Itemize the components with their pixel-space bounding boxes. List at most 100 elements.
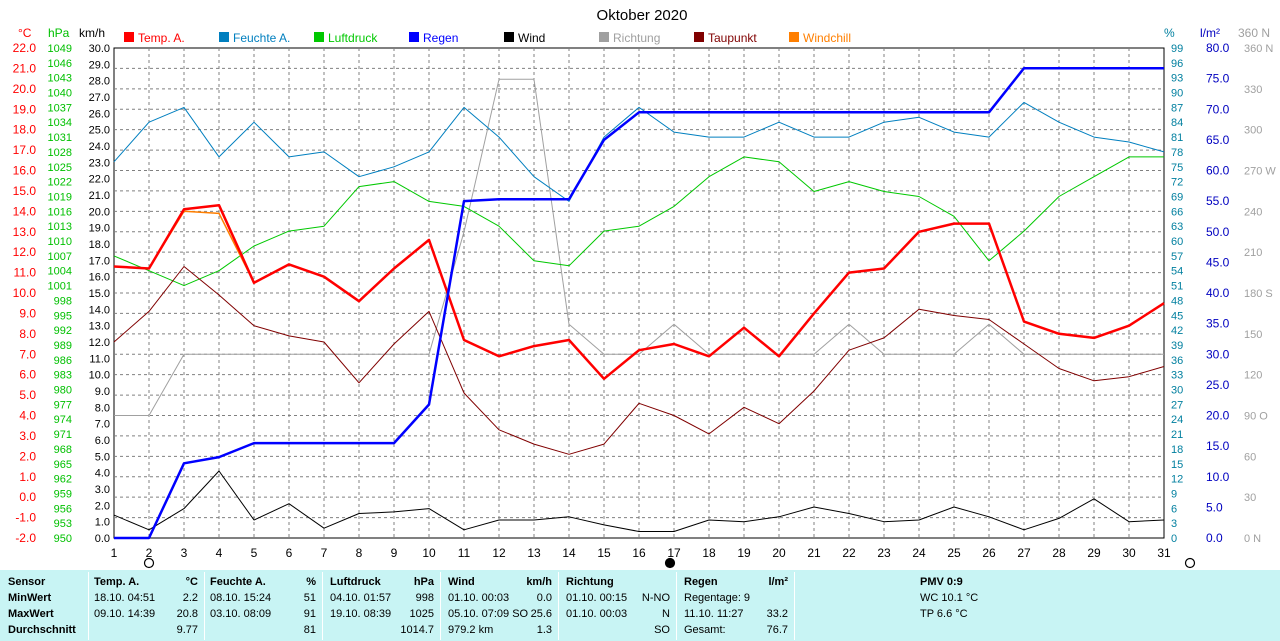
wind-tick-label: 15.0: [89, 288, 110, 300]
humidity-column: Feuchte A. % 08.10. 15:24 51 03.10. 08:0…: [210, 570, 318, 641]
humidity-tick-label: 75: [1171, 162, 1183, 174]
direction-tick-label: 0 N: [1244, 533, 1261, 545]
humidity-tick-label: 45: [1171, 310, 1183, 322]
direction-tick-label: 300: [1244, 125, 1262, 137]
temp-tick-label: 17.0: [13, 143, 37, 157]
pressure-tick-label: 1046: [48, 58, 72, 70]
direction-column: Richtung 01.10. 00:15 N-NO 01.10. 00:03 …: [566, 570, 672, 641]
rain-tick-label: 20.0: [1206, 409, 1230, 423]
avg-label: Durchschnitt: [8, 624, 76, 636]
rain-days: Regentage: 9: [684, 592, 751, 604]
pressure-tick-label: 1049: [48, 43, 72, 55]
direction-avg-value: SO: [654, 624, 670, 636]
wind-tick-label: 4.0: [95, 468, 110, 480]
wind-tick-label: 2.0: [95, 500, 110, 512]
x-tick-label: 31: [1157, 546, 1171, 560]
pressure-tick-label: 1019: [48, 191, 72, 203]
wind-tick-label: 0.0: [95, 533, 110, 545]
pressure-tick-label: 965: [54, 459, 72, 471]
humidity-tick-label: 57: [1171, 251, 1183, 263]
pressure-tick-label: 995: [54, 310, 72, 322]
humidity-tick-label: 93: [1171, 73, 1183, 85]
temp-tick-label: 22.0: [13, 41, 37, 55]
unit-label-temp: °C: [18, 26, 32, 40]
direction-min-value: N-NO: [641, 592, 670, 604]
x-tick-label: 5: [251, 546, 258, 560]
humidity-max-time: 03.10. 08:09: [210, 608, 272, 620]
wind-header: Wind: [448, 576, 475, 588]
pressure-unit: hPa: [413, 576, 434, 588]
direction-tick-label: 120: [1244, 370, 1262, 382]
humidity-tick-label: 66: [1171, 206, 1183, 218]
pressure-tick-label: 998: [54, 295, 72, 307]
pressure-max-time: 19.10. 08:39: [330, 608, 392, 620]
humidity-tick-label: 21: [1171, 429, 1183, 441]
humidity-tick-label: 3: [1171, 518, 1177, 530]
rain-tick-label: 80.0: [1206, 41, 1230, 55]
wind-tick-label: 7.0: [95, 419, 110, 431]
wind-tick-label: 18.0: [89, 239, 110, 251]
rain-tick-label: 25.0: [1206, 378, 1230, 392]
pressure-tick-label: 1031: [48, 132, 72, 144]
wind-distance: 979.2 km: [448, 624, 494, 636]
direction-tick-label: 90 O: [1244, 411, 1268, 423]
x-tick-label: 17: [667, 546, 681, 560]
x-tick-label: 9: [391, 546, 398, 560]
pressure-tick-label: 959: [54, 488, 72, 500]
wind-tick-label: 11.0: [89, 353, 110, 365]
direction-tick-label: 270 W: [1244, 166, 1276, 178]
x-tick-label: 2: [146, 546, 153, 560]
pressure-max-value: 1025: [409, 608, 434, 620]
rain-total-value: 76.7: [766, 624, 788, 636]
weather-chart: Oktober 2020 °C hPa km/h% l/m² 360 N Temp. A…: [13, 7, 1276, 569]
humidity-avg-value: 81: [303, 624, 316, 636]
pressure-tick-label: 1004: [48, 266, 72, 278]
pressure-tick-label: 1007: [48, 251, 72, 263]
temp-tick-label: 13.0: [13, 225, 37, 239]
wind-tick-label: 13.0: [89, 321, 110, 333]
rain-tick-label: 10.0: [1206, 470, 1230, 484]
humidity-tick-label: 18: [1171, 444, 1183, 456]
direction-tick-label: 150: [1244, 329, 1262, 341]
pressure-tick-label: 1001: [48, 281, 72, 293]
rain-tick-label: 45.0: [1206, 255, 1230, 269]
pressure-tick-label: 1043: [48, 73, 72, 85]
wind-tick-label: 24.0: [89, 141, 110, 153]
temp-column: Temp. A. °C 18.10. 04:51 2.2 09.10. 14:3…: [94, 570, 200, 641]
rain-max-time: 11.10. 11:27: [684, 608, 744, 620]
x-tick-label: 27: [1017, 546, 1031, 560]
wind-avg-value: 1.3: [536, 624, 552, 636]
pressure-tick-label: 1025: [48, 162, 72, 174]
pmv-windchill: WC 10.1 °C: [920, 592, 979, 604]
direction-tick-label: 30: [1244, 492, 1256, 504]
series-temp: [113, 203, 1165, 381]
rain-tick-label: 5.0: [1206, 500, 1223, 514]
legend-swatch: [219, 32, 229, 42]
temp-tick-label: 1.0: [19, 470, 36, 484]
x-tick-label: 22: [842, 546, 856, 560]
temp-max-value: 20.8: [176, 608, 198, 620]
wind-tick-label: 20.0: [89, 206, 110, 218]
x-tick-label: 15: [597, 546, 611, 560]
rain-total-label: Gesamt:: [684, 624, 726, 636]
wind-tick-label: 23.0: [89, 157, 110, 169]
x-tick-label: 6: [286, 546, 293, 560]
x-tick-label: 29: [1087, 546, 1101, 560]
x-tick-label: 16: [632, 546, 646, 560]
x-tick-label: 21: [807, 546, 821, 560]
new-moon-icon: [143, 557, 155, 569]
pmv-dewpoint: TP 6.6 °C: [920, 608, 968, 620]
humidity-tick-label: 15: [1171, 459, 1183, 471]
temp-tick-label: 18.0: [13, 123, 37, 137]
temp-tick-label: 16.0: [13, 164, 37, 178]
pressure-tick-label: 977: [54, 399, 72, 411]
wind-tick-label: 29.0: [89, 59, 110, 71]
temp-tick-label: 0.0: [19, 490, 36, 504]
wind-tick-label: 10.0: [89, 370, 110, 382]
wind-tick-label: 21.0: [89, 190, 110, 202]
temp-tick-label: 19.0: [13, 102, 37, 116]
pressure-tick-label: 1028: [48, 147, 72, 159]
x-tick-label: 8: [356, 546, 363, 560]
temp-tick-label: 21.0: [13, 61, 37, 75]
wind-tick-label: 19.0: [89, 223, 110, 235]
